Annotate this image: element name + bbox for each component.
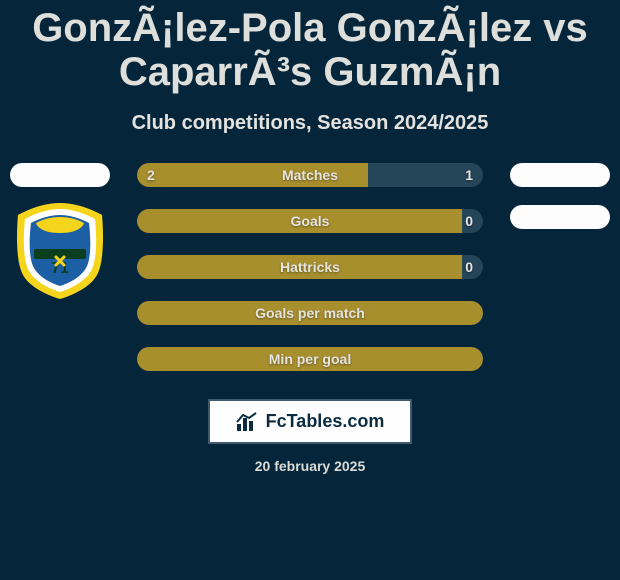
stat-bar-right-value: 0 xyxy=(455,255,483,279)
stat-bar-right-value: 1 xyxy=(455,163,483,187)
brand-box: FcTables.com xyxy=(208,399,413,444)
club-badge-icon: 71 xyxy=(10,201,110,301)
subtitle: Club competitions, Season 2024/2025 xyxy=(0,112,620,135)
brand-text: FcTables.com xyxy=(266,411,385,432)
date-text: 20 february 2025 xyxy=(0,458,620,474)
left-club-badge: 71 xyxy=(10,201,110,301)
chart-icon xyxy=(236,412,258,432)
right-club-pill xyxy=(510,205,610,229)
stat-bar-label: Min per goal xyxy=(137,347,483,371)
page-title: GonzÃ¡lez-Pola GonzÃ¡lez vs CaparrÃ³s Gu… xyxy=(0,0,620,94)
right-player-pill xyxy=(510,163,610,187)
comparison-area: 71 Matches21Goals0Hattricks0Goals per ma… xyxy=(0,163,620,371)
left-player-pill xyxy=(10,163,110,187)
stat-bar-label: Matches xyxy=(137,163,483,187)
stat-bars: Matches21Goals0Hattricks0Goals per match… xyxy=(137,163,483,371)
stat-bar: Hattricks0 xyxy=(137,255,483,279)
stat-bar-label: Goals per match xyxy=(137,301,483,325)
right-player-column xyxy=(500,163,620,229)
stat-bar: Goals0 xyxy=(137,209,483,233)
stat-bar: Goals per match xyxy=(137,301,483,325)
stat-bar: Matches2 1 xyxy=(137,163,483,187)
stat-bar-label: Hattricks xyxy=(137,255,483,279)
stat-bar-right-value: 0 xyxy=(455,209,483,233)
stat-bar-left-value: 2 xyxy=(137,163,165,187)
stat-bar-label: Goals xyxy=(137,209,483,233)
stat-bar: Min per goal xyxy=(137,347,483,371)
left-player-column: 71 xyxy=(0,163,120,301)
